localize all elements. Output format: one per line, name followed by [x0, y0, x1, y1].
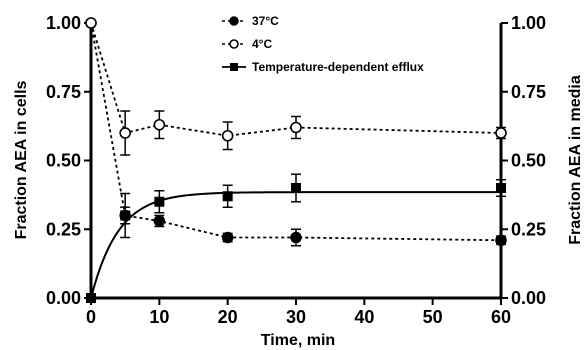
x-tick-label: 30 [286, 307, 306, 327]
legend-item: 4°C [222, 37, 272, 51]
legend-marker [230, 63, 238, 71]
series-efflux [86, 173, 506, 303]
legend-marker [229, 16, 239, 26]
data-point [119, 127, 131, 139]
data-point [495, 127, 507, 139]
data-point [496, 183, 506, 193]
legend-item: 37°C [222, 14, 279, 28]
x-axis-title: Time, min [261, 332, 335, 349]
legend-marker [229, 39, 239, 49]
y-axis-right-title: Fraction AEA in media [567, 75, 584, 245]
x-tick-label: 60 [491, 307, 511, 327]
data-point [495, 234, 507, 246]
x-tick-label: 40 [354, 307, 374, 327]
series-4c [85, 17, 507, 156]
y-tick-left-label: 0.25 [46, 219, 81, 239]
axes: 0 10 20 30 40 50 600.00 0.000.25 0.250.50 0.500.7… [46, 13, 546, 327]
data-point [153, 118, 166, 131]
y-axis-left-title: Fraction AEA in cells [13, 80, 30, 239]
data-point [290, 231, 302, 244]
legend-label: 37°C [252, 14, 279, 28]
y-tick-right-label: 0.75 [511, 82, 546, 102]
legend-label: Temperature-dependent efflux [252, 60, 424, 74]
legend-item: Temperature-dependent efflux [222, 60, 424, 74]
legend-label: 4°C [252, 37, 272, 51]
series-line [90, 22, 502, 242]
y-tick-left-label: 0.00 [46, 288, 81, 308]
data-point [221, 231, 234, 244]
y-tick-left-label: 0.50 [46, 151, 81, 171]
series-layer [85, 17, 507, 303]
data-point [153, 215, 166, 227]
x-tick-label: 10 [149, 307, 169, 327]
data-point [291, 183, 301, 193]
y-tick-right-label: 0.50 [511, 151, 546, 171]
data-point [86, 293, 96, 303]
data-point [290, 121, 302, 134]
x-tick-label: 0 [86, 307, 96, 327]
y-tick-right-label: 0.00 [511, 288, 546, 308]
y-tick-left-label: 1.00 [46, 13, 81, 33]
data-point [221, 129, 234, 142]
data-point [222, 191, 233, 202]
data-point [85, 17, 97, 29]
legend: 37°C 4°C Temperature-dependent efflux [222, 14, 424, 74]
data-point [120, 210, 131, 221]
x-tick-label: 20 [218, 307, 238, 327]
x-tick-label: 50 [423, 307, 443, 327]
y-tick-right-label: 1.00 [511, 13, 546, 33]
data-point [154, 196, 165, 207]
y-tick-right-label: 0.25 [511, 219, 546, 239]
y-tick-left-label: 0.75 [46, 82, 81, 102]
